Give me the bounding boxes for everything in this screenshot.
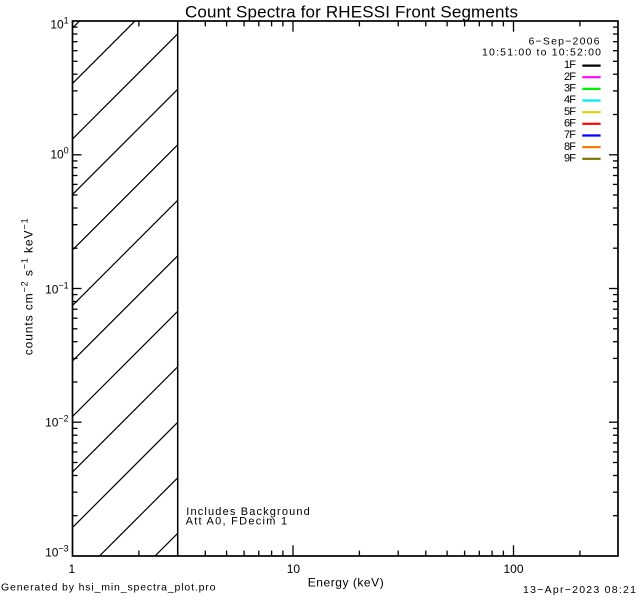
svg-text:10:51:00 to 10:52:00: 10:51:00 to 10:52:00 xyxy=(482,46,601,58)
svg-text:2F: 2F xyxy=(564,71,576,83)
svg-text:9F: 9F xyxy=(564,152,576,164)
svg-text:Att A0, FDecim 1: Att A0, FDecim 1 xyxy=(186,516,288,528)
svg-text:Includes Background: Includes Background xyxy=(186,506,309,518)
svg-text:Generated by hsi_min_spectra_p: Generated by hsi_min_spectra_plot.pro xyxy=(1,582,216,594)
svg-text:6F: 6F xyxy=(564,118,576,130)
svg-text:10: 10 xyxy=(287,562,301,576)
svg-text:Count Spectra for RHESSI Front: Count Spectra for RHESSI Front Segments xyxy=(185,3,518,22)
svg-text:7F: 7F xyxy=(564,129,576,141)
svg-text:Energy (keV): Energy (keV) xyxy=(308,576,384,590)
svg-text:8F: 8F xyxy=(564,141,576,153)
svg-text:3F: 3F xyxy=(564,83,576,95)
svg-text:4F: 4F xyxy=(564,94,576,106)
svg-text:13−Apr−2023 08:21: 13−Apr−2023 08:21 xyxy=(523,584,636,596)
svg-text:1F: 1F xyxy=(564,59,576,71)
svg-text:100: 100 xyxy=(503,562,523,576)
svg-text:5F: 5F xyxy=(564,106,576,118)
svg-text:1: 1 xyxy=(68,562,75,576)
svg-text:counts cm−2 s−1 keV−1: counts cm−2 s−1 keV−1 xyxy=(20,218,36,356)
